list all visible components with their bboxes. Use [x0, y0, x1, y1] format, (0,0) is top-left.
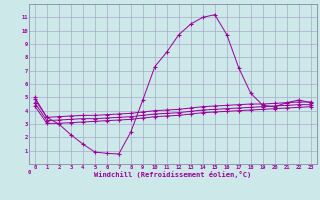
Text: 0: 0	[27, 170, 30, 175]
X-axis label: Windchill (Refroidissement éolien,°C): Windchill (Refroidissement éolien,°C)	[94, 171, 252, 178]
